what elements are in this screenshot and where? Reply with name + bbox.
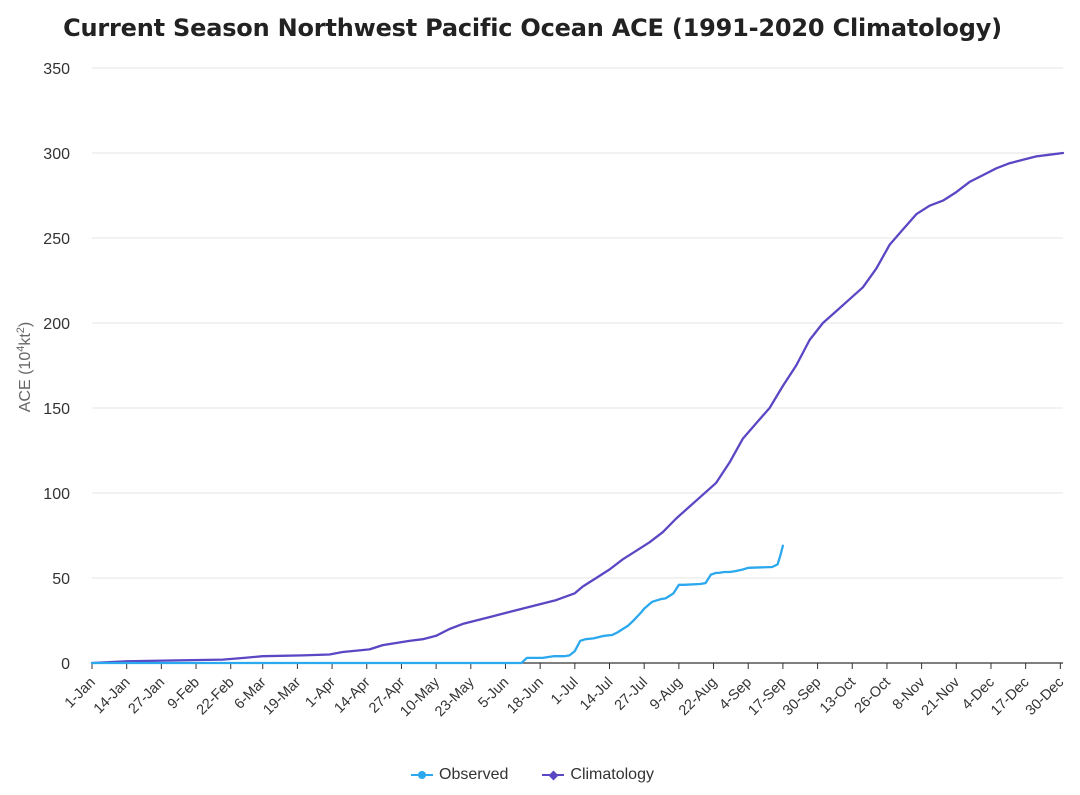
y-tick-label: 200	[43, 316, 70, 333]
x-tick-label: 18-Jun	[504, 675, 547, 718]
x-tick-label: 21-Nov	[919, 674, 964, 719]
y-tick-label: 100	[43, 486, 70, 503]
series-lines	[90, 151, 1065, 665]
climatology-swatch-icon	[542, 769, 565, 781]
x-tick-label: 30-Sep	[780, 675, 824, 719]
y-tick-label: 0	[61, 656, 70, 673]
x-axis: 1-Jan14-Jan27-Jan9-Feb22-Feb6-Mar19-Mar1…	[62, 662, 1067, 720]
climatology-swatch-marker	[548, 770, 559, 780]
x-tick-label: 23-May	[432, 674, 478, 720]
legend-label-observed: Observed	[439, 766, 509, 783]
y-axis-label-end: )	[17, 322, 34, 327]
x-tick-label: 26-Oct	[852, 675, 894, 717]
y-axis-label: ACE (104kt2)	[15, 322, 34, 413]
x-tick-label: 22-Aug	[676, 675, 720, 719]
legend-item-climatology[interactable]: Climatology	[542, 766, 654, 784]
x-tick-label: 27-Jul	[612, 675, 651, 714]
x-tick-label: 22-Feb	[194, 675, 238, 719]
series-line-climatology	[90, 151, 1065, 665]
x-tick-label: 14-Apr	[331, 674, 373, 716]
x-tick-label: 30-Dec	[1023, 675, 1067, 719]
legend: Observed Climatology	[0, 766, 1065, 784]
y-tick-label: 250	[43, 231, 70, 248]
observed-swatch-marker	[418, 771, 427, 779]
y-axis-label-sup-1: 4	[15, 346, 27, 352]
x-tick-label: 14-Jul	[577, 675, 616, 714]
gridlines	[92, 67, 1063, 579]
chart-title: Current Season Northwest Pacific Ocean A…	[63, 14, 1002, 42]
y-tick-label: 350	[43, 61, 70, 78]
x-tick-label: 27-Jan	[126, 675, 169, 718]
y-tick-label: 50	[52, 571, 70, 588]
y-axis: 0 50 100 150 200 250 300 350	[43, 61, 70, 673]
y-axis-label-sup-2: 2	[15, 327, 27, 333]
legend-label-climatology: Climatology	[570, 766, 654, 783]
x-tick-label: 17-Sep	[745, 675, 789, 719]
series-line-observed	[90, 544, 785, 665]
x-tick-label: 13-Oct	[817, 675, 859, 717]
observed-swatch-icon	[411, 769, 434, 781]
legend-item-observed[interactable]: Observed	[411, 766, 508, 784]
x-tick-label: 17-Dec	[988, 675, 1032, 719]
y-tick-label: 150	[43, 401, 70, 418]
y-axis-label-base: ACE (10	[17, 352, 34, 413]
x-tick-label: 14-Jan	[91, 675, 134, 718]
y-tick-label: 300	[43, 146, 70, 163]
x-tick-label: 19-Mar	[260, 674, 304, 718]
y-axis-label-mid: kt	[17, 333, 34, 346]
